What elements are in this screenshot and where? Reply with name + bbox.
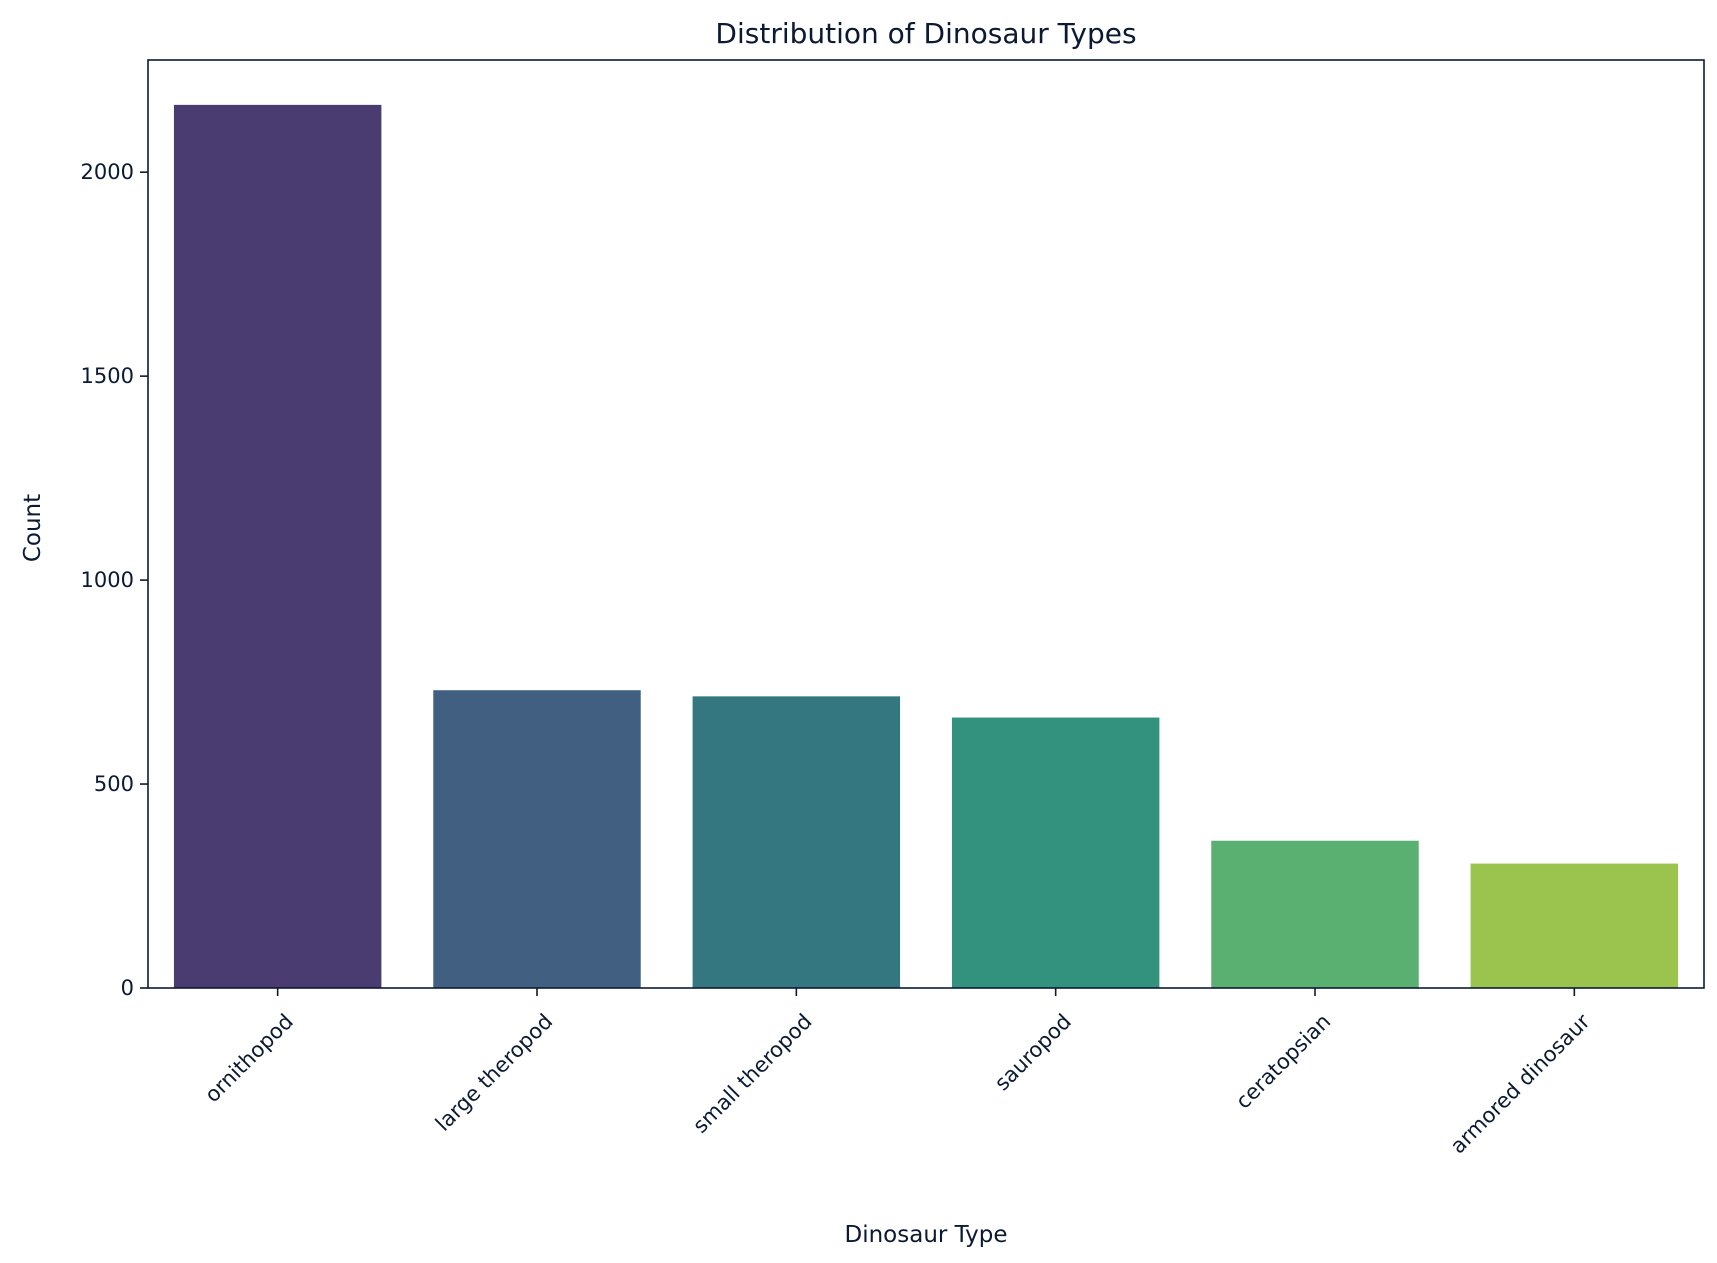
x-tick-label: large theropod <box>431 1009 557 1135</box>
plot-frame <box>147 59 1705 989</box>
y-tick-label: 500 <box>94 772 134 796</box>
bars-group <box>173 104 1679 988</box>
x-tick-label: ornithopod <box>200 1009 298 1107</box>
x-axis: ornithopod large theropod small theropod sa… <box>200 988 1595 1158</box>
y-tick-label: 1500 <box>81 364 134 388</box>
x-tick-label: sauropod <box>990 1009 1076 1095</box>
bar-small-theropod <box>692 696 901 988</box>
bar-sauropod <box>951 717 1160 988</box>
y-axis: 0 500 1000 1500 2000 <box>81 160 148 1000</box>
bar-large-theropod <box>433 690 641 988</box>
bar-ornithopod <box>173 104 382 988</box>
bar-armored-dinosaur <box>1470 863 1679 988</box>
x-tick-label: ceratopsian <box>1231 1009 1335 1113</box>
chart-title: Distribution of Dinosaur Types <box>715 17 1136 50</box>
bar-ceratopsian <box>1211 840 1419 988</box>
y-axis-label: Count <box>20 494 46 562</box>
y-tick-label: 1000 <box>81 568 134 592</box>
y-tick-label: 2000 <box>81 160 134 184</box>
x-axis-label: Dinosaur Type <box>845 1222 1008 1248</box>
y-tick-label: 0 <box>121 976 134 1000</box>
x-tick-label: small theropod <box>688 1009 816 1137</box>
x-tick-label: armored dinosaur <box>1446 1009 1595 1158</box>
